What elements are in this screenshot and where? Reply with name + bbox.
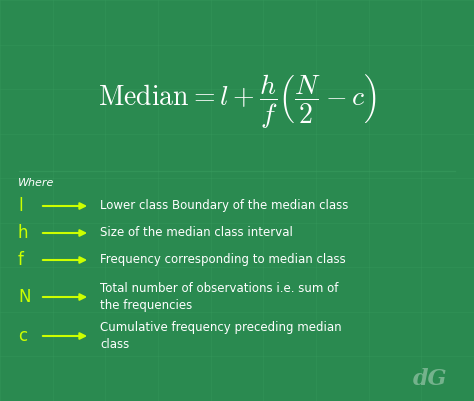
Text: f: f [18,251,24,269]
Text: dG: dG [413,368,447,390]
Text: Size of the median class interval: Size of the median class interval [100,227,293,239]
Text: Total number of observations i.e. sum of
the frequencies: Total number of observations i.e. sum of… [100,282,338,312]
Text: Cumulative frequency preceding median
class: Cumulative frequency preceding median cl… [100,321,342,351]
Text: $\mathrm{Median} = l + \dfrac{h}{f} \left( \dfrac{N}{2} - c \right)$: $\mathrm{Median} = l + \dfrac{h}{f} \lef… [98,72,376,130]
Text: l: l [18,197,23,215]
Text: h: h [18,224,28,242]
Text: N: N [18,288,30,306]
Text: Lower class Boundary of the median class: Lower class Boundary of the median class [100,200,348,213]
Text: Where: Where [18,178,55,188]
Text: c: c [18,327,27,345]
Text: Frequency corresponding to median class: Frequency corresponding to median class [100,253,346,267]
